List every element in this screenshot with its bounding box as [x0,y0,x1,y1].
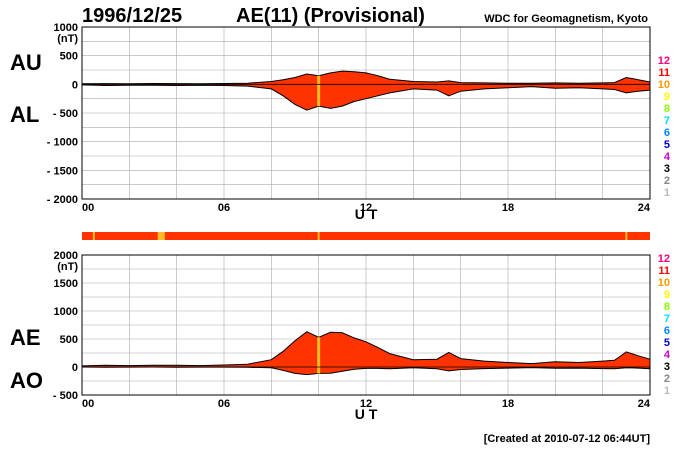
y-unit-label: (nT) [57,33,78,45]
legend-item: 7 [664,115,670,127]
legend-item: 10 [658,277,670,289]
legend-item: 5 [664,139,670,151]
legend-item: 4 [664,349,671,361]
x-tick-label: 12 [360,398,372,410]
y-tick-label: - 1000 [47,137,78,149]
y-tick-label: 500 [60,334,78,346]
ae-ao-panel: 2000 1500 1000 500 0 - 500 (nT) 00 06 12 18 24 U T AE… [10,250,651,422]
x-tick-label: 24 [638,202,651,214]
legend-item: 1 [664,385,670,397]
y-tick-label: 2000 [54,250,78,262]
series-label-au: AU [10,50,42,75]
legend-item: 9 [664,289,670,301]
header-title: AE(11) (Provisional) [236,5,425,27]
x-tick-label: 24 [638,398,651,410]
x-axis-label: U T [355,406,378,422]
area-fill [82,71,650,111]
y-tick-label: - 1500 [47,165,78,177]
series-label-ao: AO [10,368,43,393]
au-al-panel: 1000 500 0 - 500 - 1000 - 1500 - 2000 (nT) 00 06 1… [10,22,651,222]
y-tick-label: - 500 [53,390,78,402]
y-tick-label: 1000 [54,306,78,318]
legend-item: 9 [664,91,670,103]
legend-item: 11 [658,67,670,79]
area-fill [82,331,650,375]
legend-item: 12 [658,253,670,265]
legend-item: 1 [664,187,670,199]
y-tick-label: 500 [60,51,78,63]
grid [81,26,651,200]
x-axis-label: U T [355,206,378,222]
legend-item: 7 [664,313,670,325]
series-label-ae: AE [10,325,41,350]
x-tick-label: 00 [82,398,94,410]
header-date: 1996/12/25 [82,5,182,27]
legend-item: 4 [664,151,671,163]
y-unit-label: (nT) [57,261,78,273]
y-tick-label: 0 [72,79,78,91]
series-line-al [81,84,651,111]
legend-item: 8 [664,103,670,115]
x-tick-label: 12 [360,202,372,214]
plot-frame [81,254,651,396]
legend-item: 3 [664,361,670,373]
activity-bar-segment [157,232,165,240]
activity-bar [82,232,650,240]
header-org: WDC for Geomagnetism, Kyoto [484,13,648,25]
x-tick-label: 06 [218,202,230,214]
y-tick-label: - 500 [53,108,78,120]
x-tick-label: 06 [218,398,230,410]
legend-item: 6 [664,325,670,337]
x-tick-label: 18 [502,202,514,214]
legend-item: 3 [664,163,670,175]
legend-item: 2 [664,373,670,385]
x-tick-label: 00 [82,202,94,214]
grid [81,254,651,396]
y-tick-label: 0 [72,362,78,374]
x-tick-label: 18 [502,398,514,410]
y-tick-label: 1000 [54,22,78,34]
legend-item: 10 [658,79,670,91]
legend-item: 12 [658,55,670,67]
legend-item: 6 [664,127,670,139]
y-tick-label: 1500 [54,278,78,290]
activity-bar-mark [317,232,320,240]
activity-bar-mark [625,232,628,240]
legend-item: 11 [658,265,670,277]
activity-bar-base [82,232,650,240]
y-tick-label: - 2000 [47,194,78,206]
legend-item: 8 [664,301,670,313]
legend-item: 2 [664,175,670,187]
series-line-au [81,70,651,85]
created-timestamp: [Created at 2010-07-12 06:44UT] [484,433,651,445]
activity-bar-mark [92,232,95,240]
series-line-ae [81,331,651,367]
legend-item: 5 [664,337,670,349]
plot-frame [81,26,651,200]
series-label-al: AL [10,102,39,127]
